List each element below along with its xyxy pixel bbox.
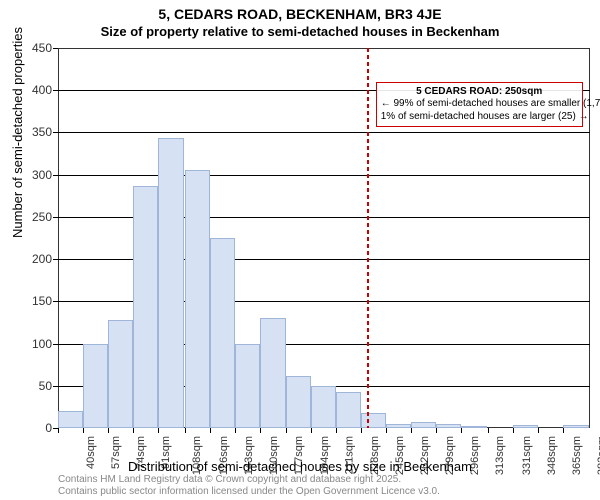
histogram-bar: [133, 186, 158, 428]
x-tick-mark: [108, 428, 109, 433]
x-tick-mark: [336, 428, 337, 433]
histogram-bar: [235, 344, 260, 428]
histogram-bar: [158, 138, 183, 428]
x-tick-mark: [210, 428, 211, 433]
x-tick-mark: [260, 428, 261, 433]
y-tick-mark: [53, 175, 58, 176]
histogram-bar: [83, 344, 108, 428]
x-tick-mark: [83, 428, 84, 433]
histogram-bar: [311, 386, 336, 428]
x-tick-mark: [158, 428, 159, 433]
histogram-bar: [361, 413, 386, 428]
annotation-line: 1% of semi-detached houses are larger (2…: [381, 111, 578, 124]
histogram-bar: [260, 318, 285, 428]
y-tick-label: 0: [20, 421, 52, 435]
y-tick-mark: [53, 259, 58, 260]
y-tick-label: 50: [20, 379, 52, 393]
x-tick-mark: [133, 428, 134, 433]
x-tick-mark: [311, 428, 312, 433]
y-tick-mark: [53, 48, 58, 49]
y-tick-label: 400: [20, 83, 52, 97]
histogram-bar: [108, 320, 133, 428]
x-tick-mark: [185, 428, 186, 433]
y-tick-label: 200: [20, 252, 52, 266]
y-tick-mark: [53, 386, 58, 387]
x-tick-mark: [488, 428, 489, 433]
chart-subtitle: Size of property relative to semi-detach…: [0, 24, 600, 39]
chart-root: 5, CEDARS ROAD, BECKENHAM, BR3 4JE Size …: [0, 0, 600, 500]
x-tick-mark: [386, 428, 387, 433]
footer-attribution: Contains HM Land Registry data © Crown c…: [58, 474, 440, 498]
annotation-line: 5 CEDARS ROAD: 250sqm: [381, 86, 578, 99]
histogram-bar: [513, 425, 538, 428]
histogram-bar: [286, 376, 311, 428]
histogram-bar: [210, 238, 235, 428]
gridline-h: [58, 175, 590, 176]
y-tick-mark: [53, 90, 58, 91]
x-tick-mark: [538, 428, 539, 433]
y-tick-label: 350: [20, 125, 52, 139]
y-tick-mark: [53, 132, 58, 133]
histogram-bar: [185, 170, 210, 428]
footer-line-1: Contains HM Land Registry data © Crown c…: [58, 474, 440, 486]
x-tick-mark: [361, 428, 362, 433]
histogram-bar: [386, 424, 411, 428]
chart-title: 5, CEDARS ROAD, BECKENHAM, BR3 4JE: [0, 6, 600, 22]
histogram-bar: [58, 411, 83, 428]
x-tick-mark: [461, 428, 462, 433]
y-tick-label: 150: [20, 294, 52, 308]
x-tick-mark: [286, 428, 287, 433]
y-tick-label: 250: [20, 210, 52, 224]
x-tick-mark: [513, 428, 514, 433]
y-tick-label: 450: [20, 41, 52, 55]
annotation-box: 5 CEDARS ROAD: 250sqm← 99% of semi-detac…: [376, 82, 583, 128]
x-tick-mark: [436, 428, 437, 433]
x-tick-mark: [58, 428, 59, 433]
x-tick-mark: [563, 428, 564, 433]
histogram-bar: [563, 425, 588, 428]
annotation-line: ← 99% of semi-detached houses are smalle…: [381, 98, 578, 111]
y-tick-mark: [53, 344, 58, 345]
marker-line: [367, 48, 371, 428]
histogram-bar: [411, 422, 436, 428]
y-tick-label: 300: [20, 168, 52, 182]
plot-area: 05010015020025030035040045040sqm57sqm74s…: [58, 48, 590, 428]
x-tick-mark: [235, 428, 236, 433]
x-axis-label: Distribution of semi-detached houses by …: [0, 459, 600, 474]
y-tick-mark: [53, 217, 58, 218]
histogram-bar: [336, 392, 361, 428]
y-tick-label: 100: [20, 337, 52, 351]
x-tick-mark: [411, 428, 412, 433]
histogram-bar: [436, 424, 461, 428]
histogram-bar: [461, 426, 486, 428]
y-tick-mark: [53, 301, 58, 302]
gridline-h: [58, 132, 590, 133]
footer-line-2: Contains public sector information licen…: [58, 486, 440, 498]
